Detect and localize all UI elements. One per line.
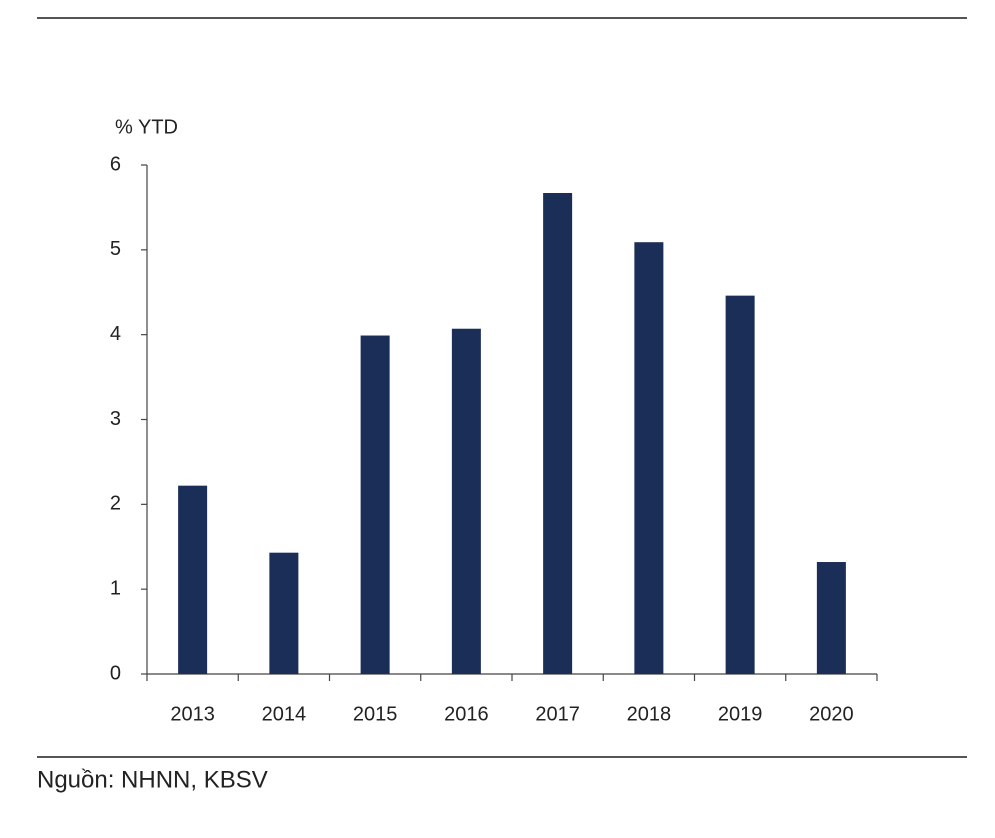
x-tick-label: 2020 — [809, 703, 854, 725]
x-tick-label: 2015 — [353, 703, 398, 725]
bar — [634, 242, 664, 674]
x-tick-label: 2018 — [627, 703, 672, 725]
bar — [725, 295, 755, 674]
x-tick-label: 2013 — [170, 703, 215, 725]
x-tick-label: 2014 — [262, 703, 307, 725]
source: Nguồn: NHNN, KBSV — [37, 766, 268, 793]
y-axis-label: % YTD — [115, 116, 178, 138]
bar — [360, 335, 390, 674]
y-tick-label: 5 — [110, 238, 121, 260]
bar — [816, 562, 846, 674]
x-tick-label: 2017 — [535, 703, 580, 725]
bar — [451, 328, 481, 674]
bar — [178, 485, 208, 674]
bar — [543, 192, 573, 674]
y-tick-label: 0 — [110, 662, 121, 684]
y-tick-label: 4 — [110, 323, 121, 345]
y-tick-label: 2 — [110, 493, 121, 515]
y-tick-label: 6 — [110, 153, 121, 175]
bar — [269, 552, 299, 674]
x-tick-label: 2019 — [718, 703, 763, 725]
x-tick-label: 2016 — [444, 703, 489, 725]
y-tick-label: 1 — [110, 577, 121, 599]
y-tick-label: 3 — [110, 408, 121, 430]
